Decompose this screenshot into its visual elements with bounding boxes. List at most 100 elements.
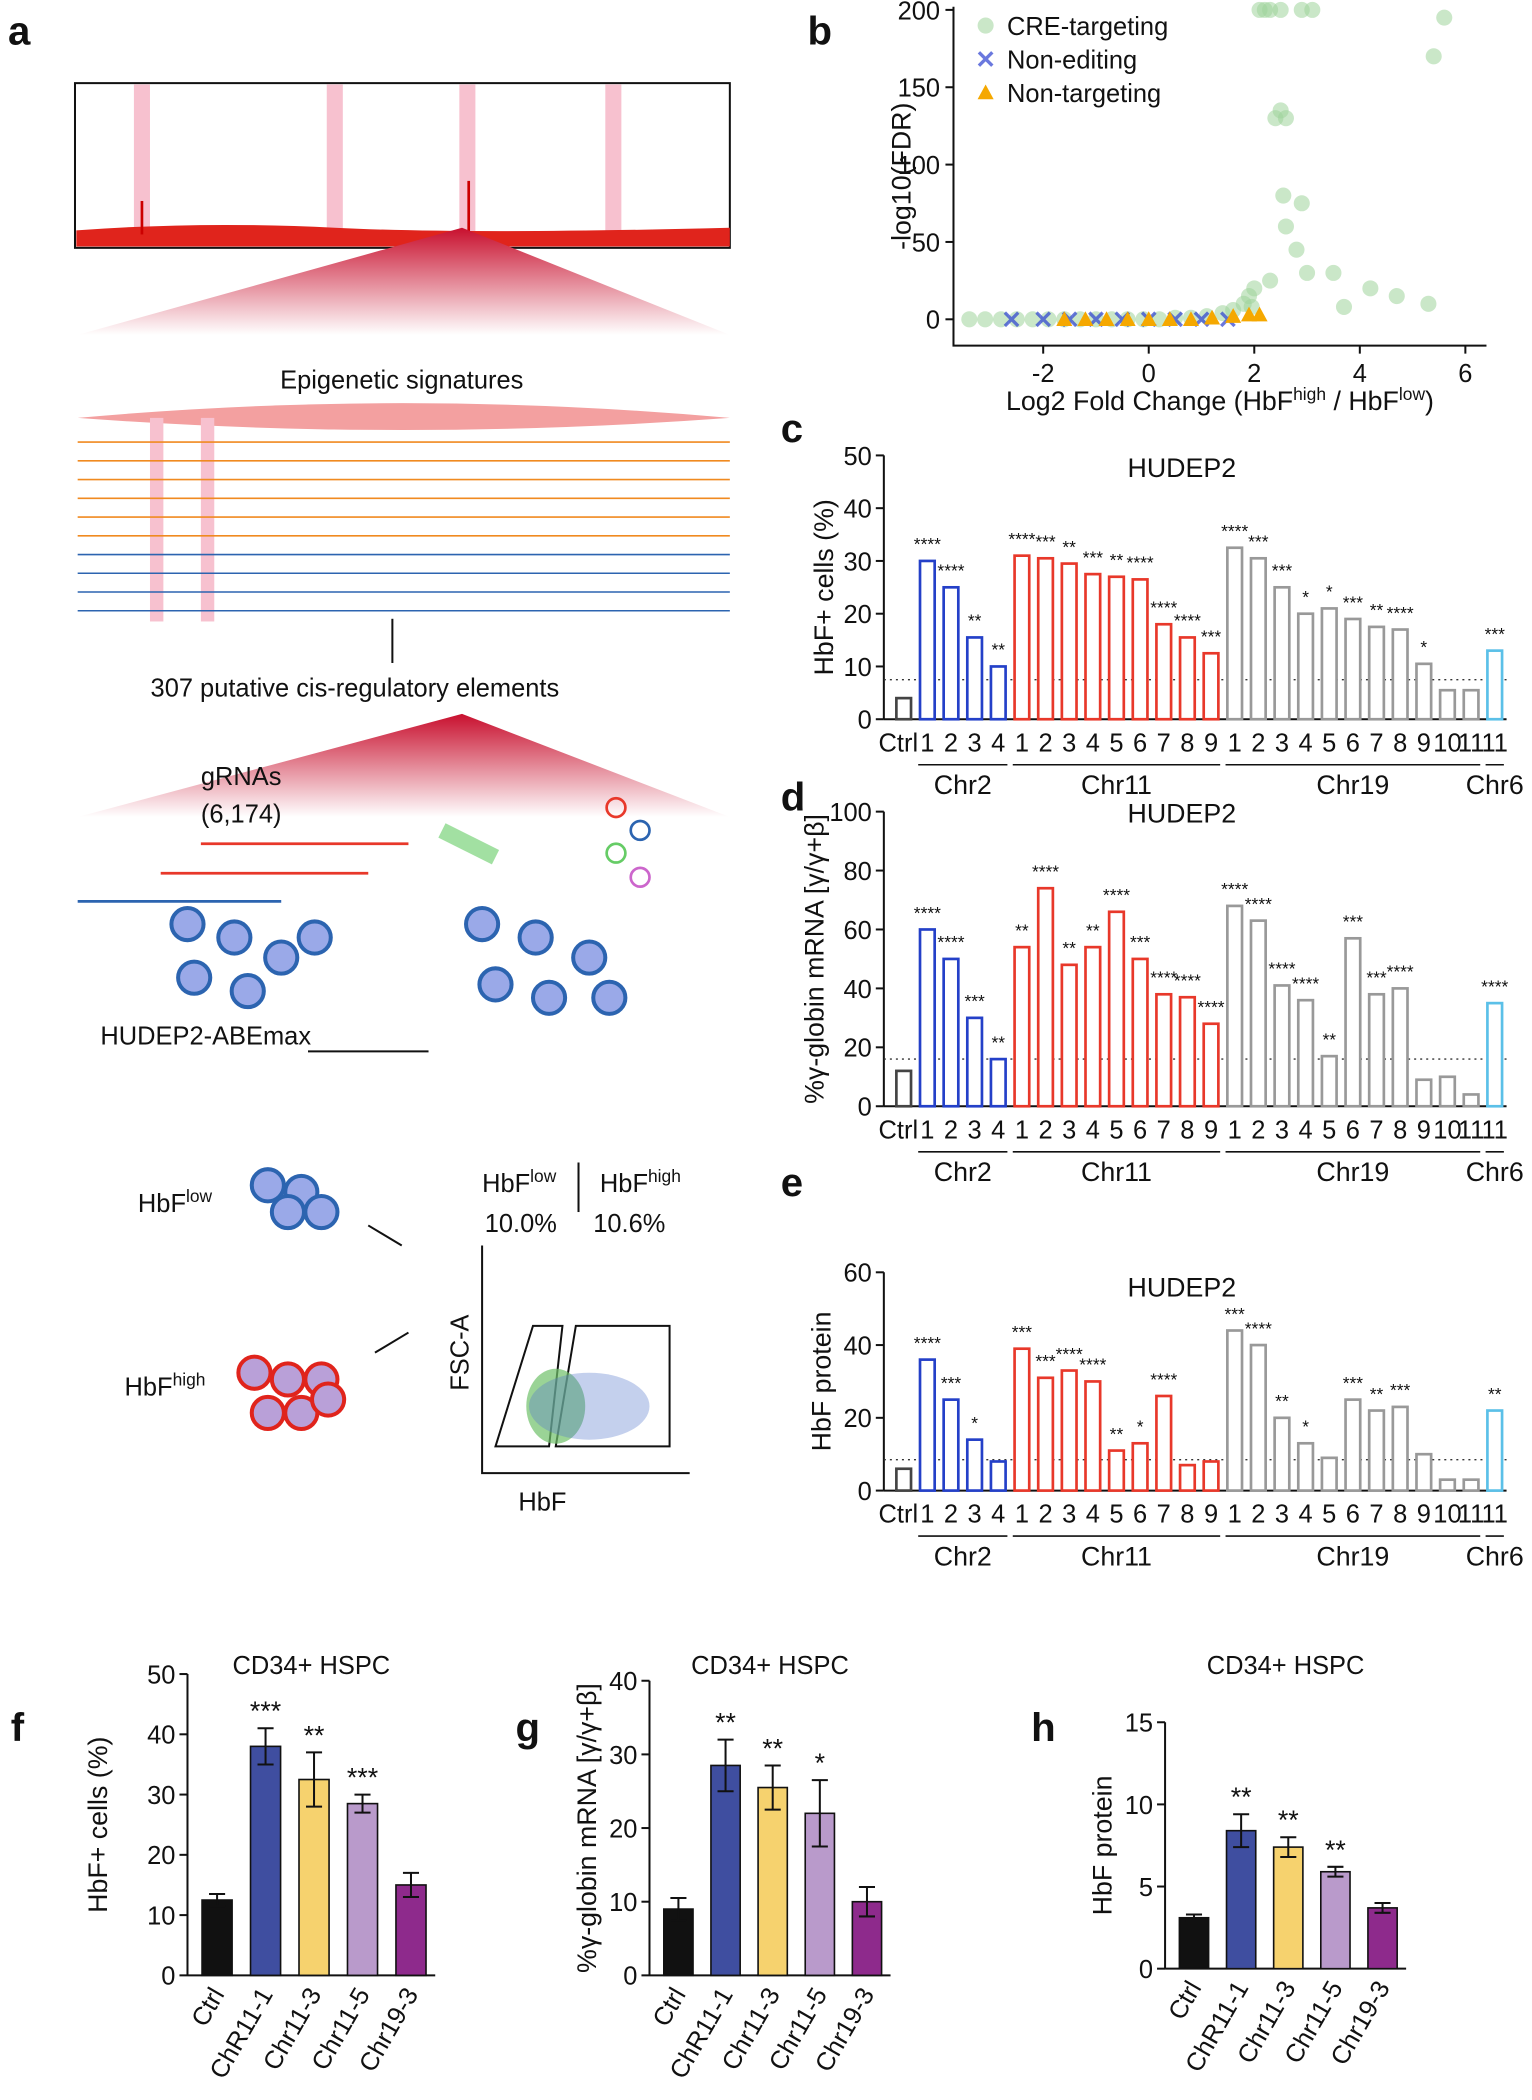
group-label: Chr6: [1466, 770, 1524, 800]
bar: [1178, 1463, 1197, 1492]
x-tick-label: 5: [1109, 729, 1123, 757]
bar: [1391, 1405, 1409, 1492]
group-label: Chr6: [1466, 1157, 1524, 1187]
bar: [1415, 1078, 1433, 1108]
bar: [1249, 919, 1267, 1108]
significance: *: [815, 1748, 825, 1778]
point: [1293, 195, 1310, 212]
significance: ****: [1127, 553, 1154, 573]
text: high: [173, 1370, 206, 1390]
group-label: Chr6: [1466, 1542, 1524, 1572]
x-tick-label: 2: [944, 1116, 958, 1144]
group-label: Chr19: [1316, 770, 1389, 800]
y-tick-label: 40: [843, 496, 871, 524]
bar: [1367, 1907, 1398, 1970]
significance: ****: [1245, 894, 1272, 914]
bar: [1319, 1870, 1351, 1970]
significance: ****: [914, 534, 941, 554]
cells: [169, 906, 628, 1016]
point: [1335, 298, 1353, 315]
diagram-text: FSC-A: [447, 1314, 475, 1390]
significance: **: [1275, 1391, 1289, 1411]
x-tick-label: 2: [1038, 1116, 1052, 1144]
bar: [918, 928, 937, 1108]
point: [1262, 272, 1279, 289]
x-tick-label: 6: [1133, 1501, 1147, 1529]
x-tick-label: 5: [1322, 1501, 1336, 1529]
x-tick-label: 10: [1433, 729, 1461, 757]
group-label: Chr19: [1316, 1157, 1389, 1187]
x-axis-label-part: low: [1399, 384, 1426, 404]
point: [1277, 218, 1294, 235]
y-tick-label: 0: [1139, 1956, 1153, 1984]
y-axis-label: %γ-globin mRNA [γ/γ+β]: [572, 1683, 602, 1973]
significance: ****: [1032, 862, 1059, 882]
x-tick-label: 9: [1417, 1116, 1431, 1144]
x-tick-label: -2: [1032, 360, 1055, 388]
x-tick-label: 1: [1228, 1116, 1242, 1144]
x-tick-label: 1: [920, 729, 934, 757]
bar: [1391, 628, 1409, 721]
bar: [346, 1802, 379, 1977]
significance: ****: [1008, 529, 1035, 549]
x-tick-label: 9: [1204, 1116, 1218, 1144]
significance: ****: [1056, 1344, 1083, 1364]
bar: [1415, 1452, 1433, 1492]
significance: *: [1137, 1417, 1144, 1437]
bar: [395, 1884, 427, 1977]
x-tick-label: 2: [1251, 729, 1265, 757]
bar: [1155, 622, 1173, 721]
x-tick-label: 1: [920, 1501, 934, 1529]
error-bar: [354, 1793, 371, 1814]
bar: [201, 1899, 233, 1977]
x-tick-label: 11: [1458, 729, 1484, 757]
significance: ***: [1343, 592, 1364, 612]
significance: ***: [1225, 1304, 1246, 1324]
y-tick-label: 20: [843, 1405, 871, 1433]
significance: **: [715, 1708, 736, 1738]
x-tick-label: 1: [1228, 729, 1242, 757]
x-tick-label: 2: [1038, 729, 1052, 757]
bar: [1320, 607, 1338, 721]
bar: [1155, 992, 1173, 1108]
bar: [1462, 1478, 1480, 1492]
legend-label: Non-editing: [1007, 46, 1137, 74]
group-label: Chr2: [934, 1542, 992, 1572]
y-tick-label: 20: [147, 1842, 175, 1870]
bar: [942, 957, 960, 1108]
chart-title: CD34+ HSPC: [691, 1652, 849, 1680]
significance: ****: [1174, 611, 1201, 631]
x-tick-label: 3: [968, 729, 982, 757]
x-tick-label: 1: [1015, 1501, 1029, 1529]
significance: ****: [1150, 598, 1177, 618]
significance: ****: [1292, 973, 1319, 993]
significance: *: [1420, 637, 1427, 657]
panel-label: g: [516, 1705, 541, 1750]
x-tick-label: 10: [1433, 1116, 1461, 1144]
gates: [494, 1324, 671, 1448]
significance: **: [1322, 1029, 1336, 1049]
x-tick-label: 6: [1458, 360, 1472, 388]
significance: **: [1278, 1805, 1299, 1835]
significance: ****: [1103, 885, 1130, 905]
significance: ****: [1245, 1318, 1272, 1338]
bar: [989, 1460, 1007, 1492]
bar: [1107, 1449, 1126, 1492]
x-tick-label: 7: [1157, 1116, 1171, 1144]
x-tick-label: Ctrl: [1163, 1976, 1207, 2024]
x-tick-label: 3: [1062, 729, 1076, 757]
bar: [1131, 1441, 1149, 1492]
x-tick-label: 7: [1369, 1501, 1383, 1529]
group-label: Chr11: [1081, 1157, 1152, 1187]
x-tick-label: 7: [1369, 729, 1383, 757]
bar: [965, 1438, 984, 1492]
bar: [1462, 688, 1480, 721]
x-tick-label: 3: [1275, 1116, 1289, 1144]
bar: [249, 1745, 282, 1977]
diagram-text: gRNAs: [201, 763, 282, 791]
bar: [989, 665, 1007, 721]
bar: [965, 636, 984, 721]
x-tick-label: 4: [1086, 1501, 1100, 1529]
point: [1251, 306, 1268, 322]
